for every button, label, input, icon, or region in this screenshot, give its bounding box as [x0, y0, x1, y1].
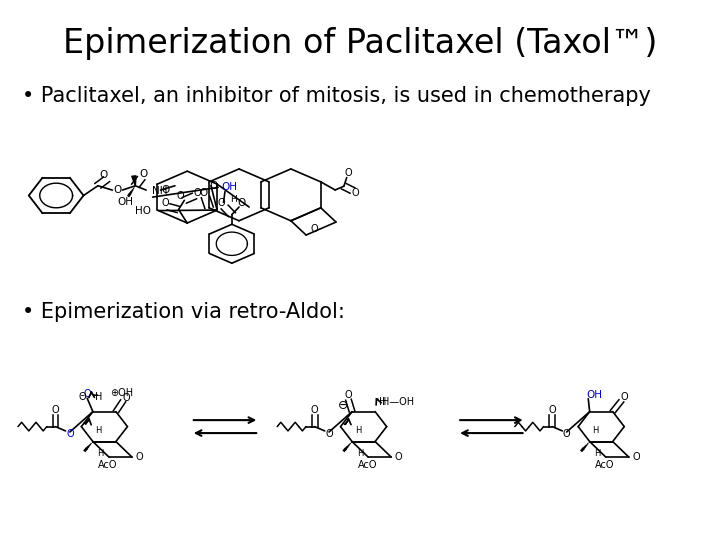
Text: • Paclitaxel, an inhibitor of mitosis, is used in chemotherapy: • Paclitaxel, an inhibitor of mitosis, i… [22, 86, 650, 106]
Text: O: O [344, 168, 352, 178]
Text: H: H [593, 427, 598, 435]
Text: OH: OH [221, 183, 238, 192]
Text: O: O [135, 452, 143, 462]
Text: • Epimerization via retro-Aldol:: • Epimerization via retro-Aldol: [22, 302, 344, 322]
Text: O: O [238, 198, 246, 208]
Text: H: H [357, 449, 363, 458]
Text: OH: OH [586, 390, 602, 401]
Text: O: O [176, 191, 184, 201]
Text: AcO: AcO [98, 461, 118, 470]
Text: H—OH: H—OH [382, 397, 414, 407]
Text: O: O [66, 429, 73, 439]
Text: O: O [351, 188, 359, 198]
Text: NH: NH [152, 186, 168, 195]
Text: Epimerization of Paclitaxel (Taxol™): Epimerization of Paclitaxel (Taxol™) [63, 27, 657, 60]
Text: O: O [325, 429, 333, 439]
Text: O: O [218, 198, 225, 208]
Text: HO: HO [135, 206, 150, 215]
Text: ⊕OH: ⊕OH [110, 388, 133, 398]
Text: O: O [345, 390, 352, 401]
Text: O: O [621, 392, 628, 402]
Text: O: O [113, 185, 122, 195]
Text: O: O [161, 185, 170, 195]
Text: H: H [96, 427, 102, 435]
Text: O: O [140, 169, 148, 179]
Polygon shape [132, 176, 136, 186]
Text: OH: OH [117, 197, 133, 207]
Text: O: O [194, 188, 201, 198]
Text: H: H [98, 449, 104, 458]
Text: O: O [122, 393, 130, 403]
Text: O: O [209, 181, 217, 191]
Text: O: O [311, 406, 318, 415]
Text: H: H [95, 392, 102, 402]
Text: O: O [632, 452, 640, 462]
Text: O: O [99, 170, 108, 180]
Text: O: O [549, 406, 556, 415]
Text: H: H [379, 397, 386, 407]
Text: O: O [199, 188, 207, 198]
Text: O: O [162, 198, 169, 207]
Text: H: H [230, 195, 237, 204]
Text: AcO: AcO [595, 461, 615, 470]
Text: O: O [395, 452, 402, 462]
Text: H: H [355, 427, 361, 435]
Text: O: O [311, 224, 318, 234]
Text: AcO: AcO [357, 461, 377, 470]
Text: Θ: Θ [79, 392, 86, 402]
Text: H: H [595, 449, 600, 458]
Text: O: O [84, 389, 91, 399]
Text: O: O [563, 429, 570, 439]
Text: ⊖: ⊖ [338, 399, 348, 411]
Text: O: O [52, 406, 59, 415]
